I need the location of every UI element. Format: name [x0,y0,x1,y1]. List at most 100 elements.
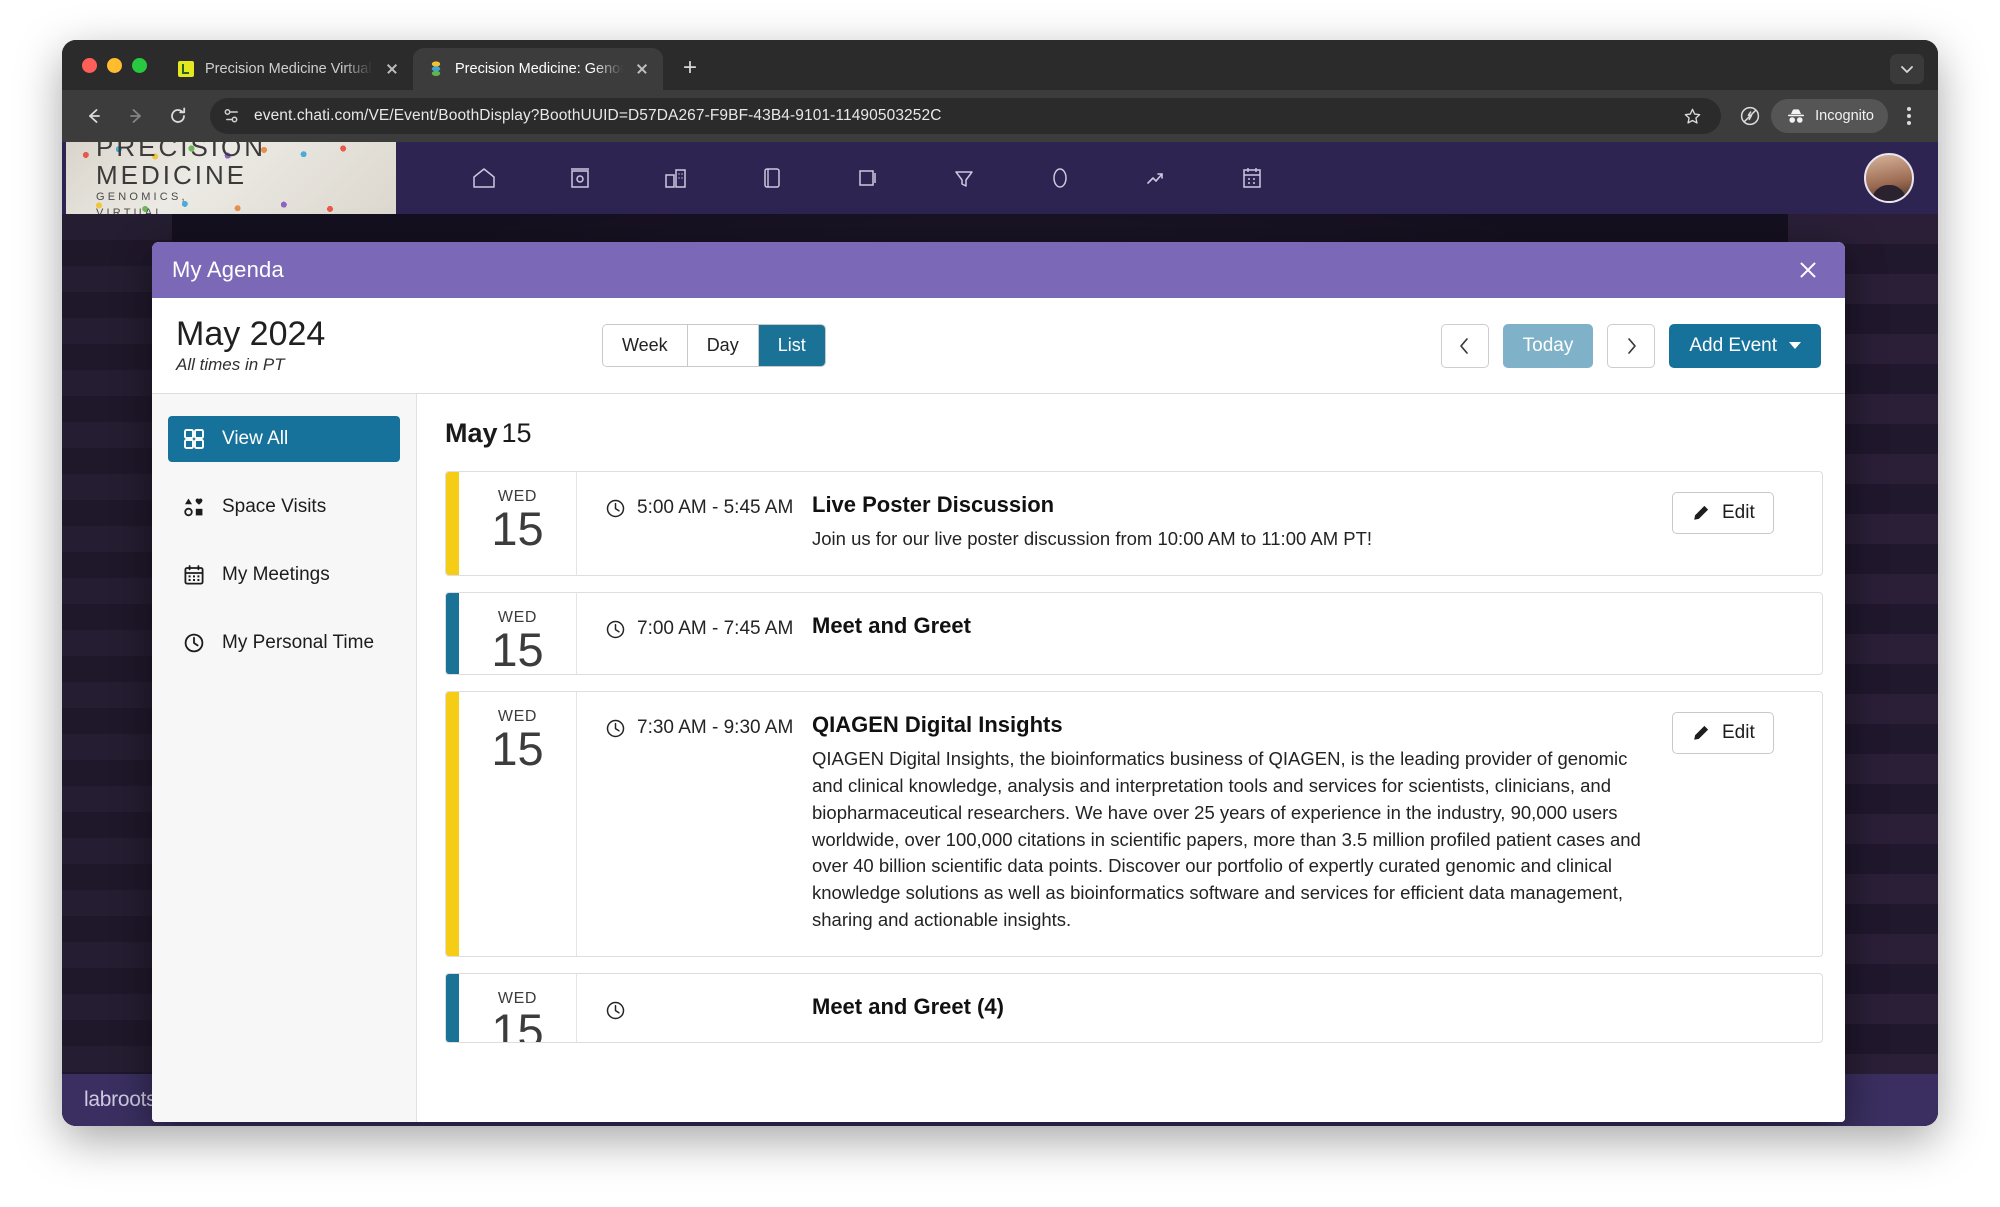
avatar[interactable] [1864,153,1914,203]
agenda-sidebar: View All Space Visi [152,394,417,1122]
tab-title-2: Precision Medicine: Genomics [455,61,623,77]
close-window-button[interactable] [82,57,97,73]
window-traffic-lights [76,40,163,90]
previous-period-button[interactable] [1440,323,1489,368]
forward-arrow-icon[interactable] [118,98,154,134]
leaf-icon[interactable] [1735,101,1765,131]
day-heading-month: May [445,418,498,448]
minimize-window-button[interactable] [107,57,122,73]
event-description: Join us for our live poster discussion f… [812,528,1373,549]
pencil-icon [1691,724,1710,743]
sidebar-item-my-personal-time[interactable]: My Personal Time [168,620,400,666]
networking-icon[interactable] [1108,142,1204,214]
event-time: 5:00 AM - 5:45 AM [637,497,794,518]
site-navigation [396,142,1864,214]
pencil-icon [1691,504,1710,523]
sidebar-item-my-meetings[interactable]: My Meetings [168,552,400,598]
browser-tab-2[interactable]: Precision Medicine: Genomics [413,48,663,90]
list-item[interactable]: WED 15 Meet and Greet (4) [445,972,1823,1043]
view-button-day[interactable]: Day [687,325,759,366]
tab-close-icon-1[interactable] [383,60,401,78]
agenda-icon[interactable] [1204,142,1300,214]
modal-body: View All Space Visi [152,394,1845,1122]
browser-window: Precision Medicine Virtual Eve Precision… [62,40,1938,1126]
list-item[interactable]: WED 15 5:00 AM - 5:45 AM Live Poster Di [445,471,1823,576]
event-day-of-week: WED [497,488,538,505]
view-button-week[interactable]: Week [603,325,688,366]
browser-tab-1[interactable]: Precision Medicine Virtual Eve [163,48,413,90]
clock-icon [605,498,626,519]
event-accent-bar [446,692,459,956]
event-actions [1672,974,1822,1042]
event-date-column: WED 15 [459,472,577,575]
event-title: Live Poster Discussion [812,492,1055,517]
close-icon[interactable] [1793,255,1823,285]
event-detail-column: Meet and Greet [812,593,1672,674]
calendar-navigation: Today Add Event [1440,323,1821,368]
event-accent-bar [446,592,459,675]
event-detail-column: Meet and Greet (4) [812,974,1672,1042]
page-viewport: PRECISION MEDICINE GENOMICS, VIRTUAL [62,142,1938,1126]
event-title: Meet and Greet (4) [812,993,1004,1019]
resource-icon[interactable] [1012,142,1108,214]
view-button-list[interactable]: List [758,325,825,366]
sidebar-item-label-my-personal-time: My Personal Time [222,632,375,653]
clock-icon [605,718,626,739]
reload-icon[interactable] [160,98,196,134]
tab-title-1: Precision Medicine Virtual Eve [205,61,373,77]
edit-button[interactable]: Edit [1672,492,1774,534]
event-detail-column: Live Poster Discussion Join us for our l… [812,472,1672,575]
address-bar[interactable]: event.chati.com/VE/Event/BoothDisplay?Bo… [210,98,1722,134]
next-period-button[interactable] [1607,323,1656,368]
agenda-event-list[interactable]: May 15 WED 15 [417,394,1845,1122]
address-bar-url: event.chati.com/VE/Event/BoothDisplay?Bo… [254,107,942,124]
home-icon[interactable] [436,142,532,214]
day-heading: May 15 [445,418,1823,449]
event-time-column: 7:00 AM - 7:45 AM [577,593,812,674]
event-accent-bar [446,472,459,575]
clock-icon [182,631,206,655]
lounge-icon[interactable] [916,142,1012,214]
new-tab-button[interactable]: + [682,54,697,81]
three-dot-menu-icon[interactable] [1894,98,1924,134]
sidebar-item-view-all[interactable]: View All [168,416,400,462]
incognito-indicator[interactable]: Incognito [1771,99,1888,133]
edit-button[interactable]: Edit [1672,712,1774,755]
site-settings-icon[interactable] [222,106,242,126]
logo-title: PRECISION MEDICINE [96,142,267,190]
star-icon[interactable] [1677,101,1707,131]
my-agenda-modal: My Agenda May 2024 All times in PT Week … [152,242,1845,1122]
sidebar-item-label-my-meetings: My Meetings [222,564,330,585]
shapes-icon [182,495,206,519]
exhibit-hall-icon[interactable] [628,142,724,214]
event-detail-column: QIAGEN Digital Insights QIAGEN Digital I… [812,692,1672,956]
auditorium-icon[interactable] [724,142,820,214]
event-day-number: 15 [491,722,544,776]
tab-close-icon-2[interactable] [633,60,651,78]
logo-subtitle-1: GENOMICS, [96,190,188,203]
event-logo[interactable]: PRECISION MEDICINE GENOMICS, VIRTUAL [66,142,396,214]
event-title: QIAGEN Digital Insights [812,712,1063,738]
back-arrow-icon[interactable] [76,98,112,134]
clock-icon [605,619,626,640]
footer-brand: labroots [84,1088,157,1111]
event-accent-bar [446,973,459,1042]
confetti-decoration [66,142,396,214]
event-time-column [577,974,812,1042]
maximize-window-button[interactable] [132,57,147,73]
sidebar-item-space-visits[interactable]: Space Visits [168,484,400,530]
event-day-of-week: WED [497,608,538,626]
list-item[interactable]: WED 15 7:30 AM - 9:30 AM QIAGEN Digital [445,691,1823,957]
modal-header: My Agenda [152,242,1845,298]
incognito-icon [1785,107,1807,125]
chevron-down-icon[interactable] [1890,54,1924,84]
clock-icon [605,1000,626,1021]
list-item[interactable]: WED 15 7:00 AM - 7:45 AM Meet and Greet [445,591,1823,676]
poster-hall-icon[interactable] [820,142,916,214]
lobby-icon[interactable] [532,142,628,214]
add-event-button[interactable]: Add Event [1669,323,1821,368]
calendar-icon [182,563,206,587]
today-button[interactable]: Today [1502,323,1594,368]
event-time: 7:30 AM - 9:30 AM [637,717,794,739]
